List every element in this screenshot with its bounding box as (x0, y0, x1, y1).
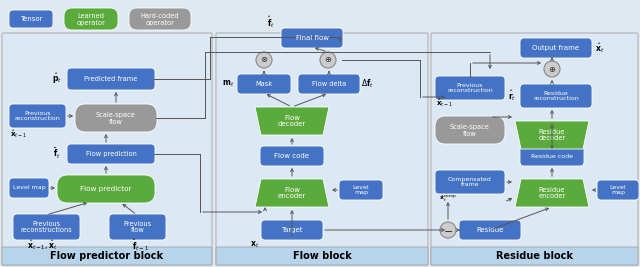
FancyBboxPatch shape (9, 10, 53, 28)
Text: Flow code: Flow code (275, 153, 310, 159)
Text: Level
map: Level map (610, 184, 627, 195)
FancyBboxPatch shape (431, 33, 638, 265)
FancyBboxPatch shape (431, 247, 638, 265)
FancyBboxPatch shape (281, 28, 343, 48)
Text: Previous
reconstructions: Previous reconstructions (20, 221, 72, 234)
Circle shape (544, 61, 560, 77)
Text: Flow block: Flow block (292, 251, 351, 261)
Polygon shape (515, 121, 589, 149)
FancyBboxPatch shape (13, 214, 80, 240)
Text: Previous
reconstruction: Previous reconstruction (447, 83, 493, 93)
Text: $\hat{\mathbf{x}}_t$: $\hat{\mathbf{x}}_t$ (595, 41, 605, 55)
FancyBboxPatch shape (109, 214, 166, 240)
Text: Scale-space
flow: Scale-space flow (450, 124, 490, 136)
Text: Flow predictor: Flow predictor (80, 186, 132, 192)
Text: Previous
reconstruction: Previous reconstruction (15, 111, 60, 121)
FancyBboxPatch shape (75, 104, 157, 132)
Text: Residue block: Residue block (496, 251, 573, 261)
Text: Flow
decoder: Flow decoder (278, 115, 306, 128)
Text: Scale-space
flow: Scale-space flow (96, 112, 136, 124)
FancyBboxPatch shape (57, 175, 155, 203)
Text: Predicted frame: Predicted frame (84, 76, 138, 82)
Text: $-$: $-$ (443, 225, 453, 235)
FancyBboxPatch shape (9, 178, 49, 198)
FancyBboxPatch shape (216, 247, 428, 265)
Circle shape (320, 52, 336, 68)
Text: $\hat{\mathbf{f}}_t$: $\hat{\mathbf{f}}_t$ (267, 14, 275, 30)
Text: $\mathbf{x}_t$: $\mathbf{x}_t$ (250, 240, 260, 250)
FancyBboxPatch shape (520, 84, 592, 108)
Text: $\hat{\mathbf{x}}_t^{\mathrm{comp}}$: $\hat{\mathbf{x}}_t^{\mathrm{comp}}$ (439, 194, 457, 204)
FancyBboxPatch shape (435, 170, 505, 194)
Text: Flow prediction: Flow prediction (86, 151, 136, 157)
Text: $\otimes$: $\otimes$ (260, 56, 268, 65)
FancyBboxPatch shape (520, 146, 584, 166)
FancyBboxPatch shape (435, 116, 505, 144)
FancyBboxPatch shape (237, 74, 291, 94)
Circle shape (256, 52, 272, 68)
Text: $\hat{\mathbf{p}}_t$: $\hat{\mathbf{p}}_t$ (52, 72, 62, 86)
FancyBboxPatch shape (2, 247, 212, 265)
FancyBboxPatch shape (129, 8, 191, 30)
Text: Residue
reconstruction: Residue reconstruction (533, 91, 579, 101)
Text: Residue: Residue (476, 227, 504, 233)
Polygon shape (255, 179, 329, 207)
Text: $\Delta\mathbf{f}_t$: $\Delta\mathbf{f}_t$ (360, 78, 374, 90)
Text: Level map: Level map (13, 186, 45, 190)
Text: Residue code: Residue code (531, 154, 573, 159)
FancyBboxPatch shape (64, 8, 118, 30)
Text: Target: Target (281, 227, 303, 233)
Text: Mask: Mask (255, 81, 273, 87)
Text: Residue
decoder: Residue decoder (538, 128, 566, 142)
FancyBboxPatch shape (459, 220, 521, 240)
FancyBboxPatch shape (520, 38, 592, 58)
Text: Flow
encoder: Flow encoder (278, 187, 306, 199)
FancyBboxPatch shape (261, 220, 323, 240)
Polygon shape (515, 179, 589, 207)
Text: $\hat{\mathbf{f}}_{t-1}$: $\hat{\mathbf{f}}_{t-1}$ (132, 237, 148, 253)
Polygon shape (255, 107, 329, 135)
Text: $\oplus$: $\oplus$ (548, 65, 556, 73)
FancyBboxPatch shape (67, 144, 155, 164)
Text: Final flow: Final flow (296, 35, 328, 41)
FancyBboxPatch shape (597, 180, 639, 200)
FancyBboxPatch shape (9, 104, 66, 128)
Text: $\bar{\mathbf{f}}_t$: $\bar{\mathbf{f}}_t$ (53, 147, 61, 161)
Text: Flow delta: Flow delta (312, 81, 346, 87)
FancyBboxPatch shape (67, 68, 155, 90)
Text: Tensor: Tensor (20, 16, 42, 22)
FancyBboxPatch shape (2, 33, 212, 265)
Text: Hard-coded
operator: Hard-coded operator (141, 13, 179, 26)
Text: Flow predictor block: Flow predictor block (51, 251, 164, 261)
Text: Residue
encoder: Residue encoder (538, 187, 566, 199)
FancyBboxPatch shape (216, 33, 428, 265)
Circle shape (440, 222, 456, 238)
Text: $\hat{\mathbf{r}}_t$: $\hat{\mathbf{r}}_t$ (508, 89, 516, 104)
Text: Compensated
frame: Compensated frame (448, 176, 492, 187)
Text: Output frame: Output frame (532, 45, 580, 51)
FancyBboxPatch shape (339, 180, 383, 200)
Text: Previous
flow: Previous flow (124, 221, 152, 234)
FancyBboxPatch shape (435, 76, 505, 100)
FancyBboxPatch shape (298, 74, 360, 94)
Text: Level
map: Level map (353, 184, 369, 195)
Text: $\hat{\mathbf{x}}_{t-1}$: $\hat{\mathbf{x}}_{t-1}$ (436, 97, 453, 109)
FancyBboxPatch shape (260, 146, 324, 166)
Text: $\hat{\mathbf{x}}_{t-1}$: $\hat{\mathbf{x}}_{t-1}$ (10, 128, 27, 140)
Text: Learned
operator: Learned operator (77, 13, 106, 26)
Text: $\mathbf{m}_t$: $\mathbf{m}_t$ (222, 79, 234, 89)
Text: $\oplus$: $\oplus$ (324, 56, 332, 65)
Text: $\hat{\mathbf{x}}_{t-1}, \hat{\mathbf{x}}_t$: $\hat{\mathbf{x}}_{t-1}, \hat{\mathbf{x}… (27, 238, 57, 252)
